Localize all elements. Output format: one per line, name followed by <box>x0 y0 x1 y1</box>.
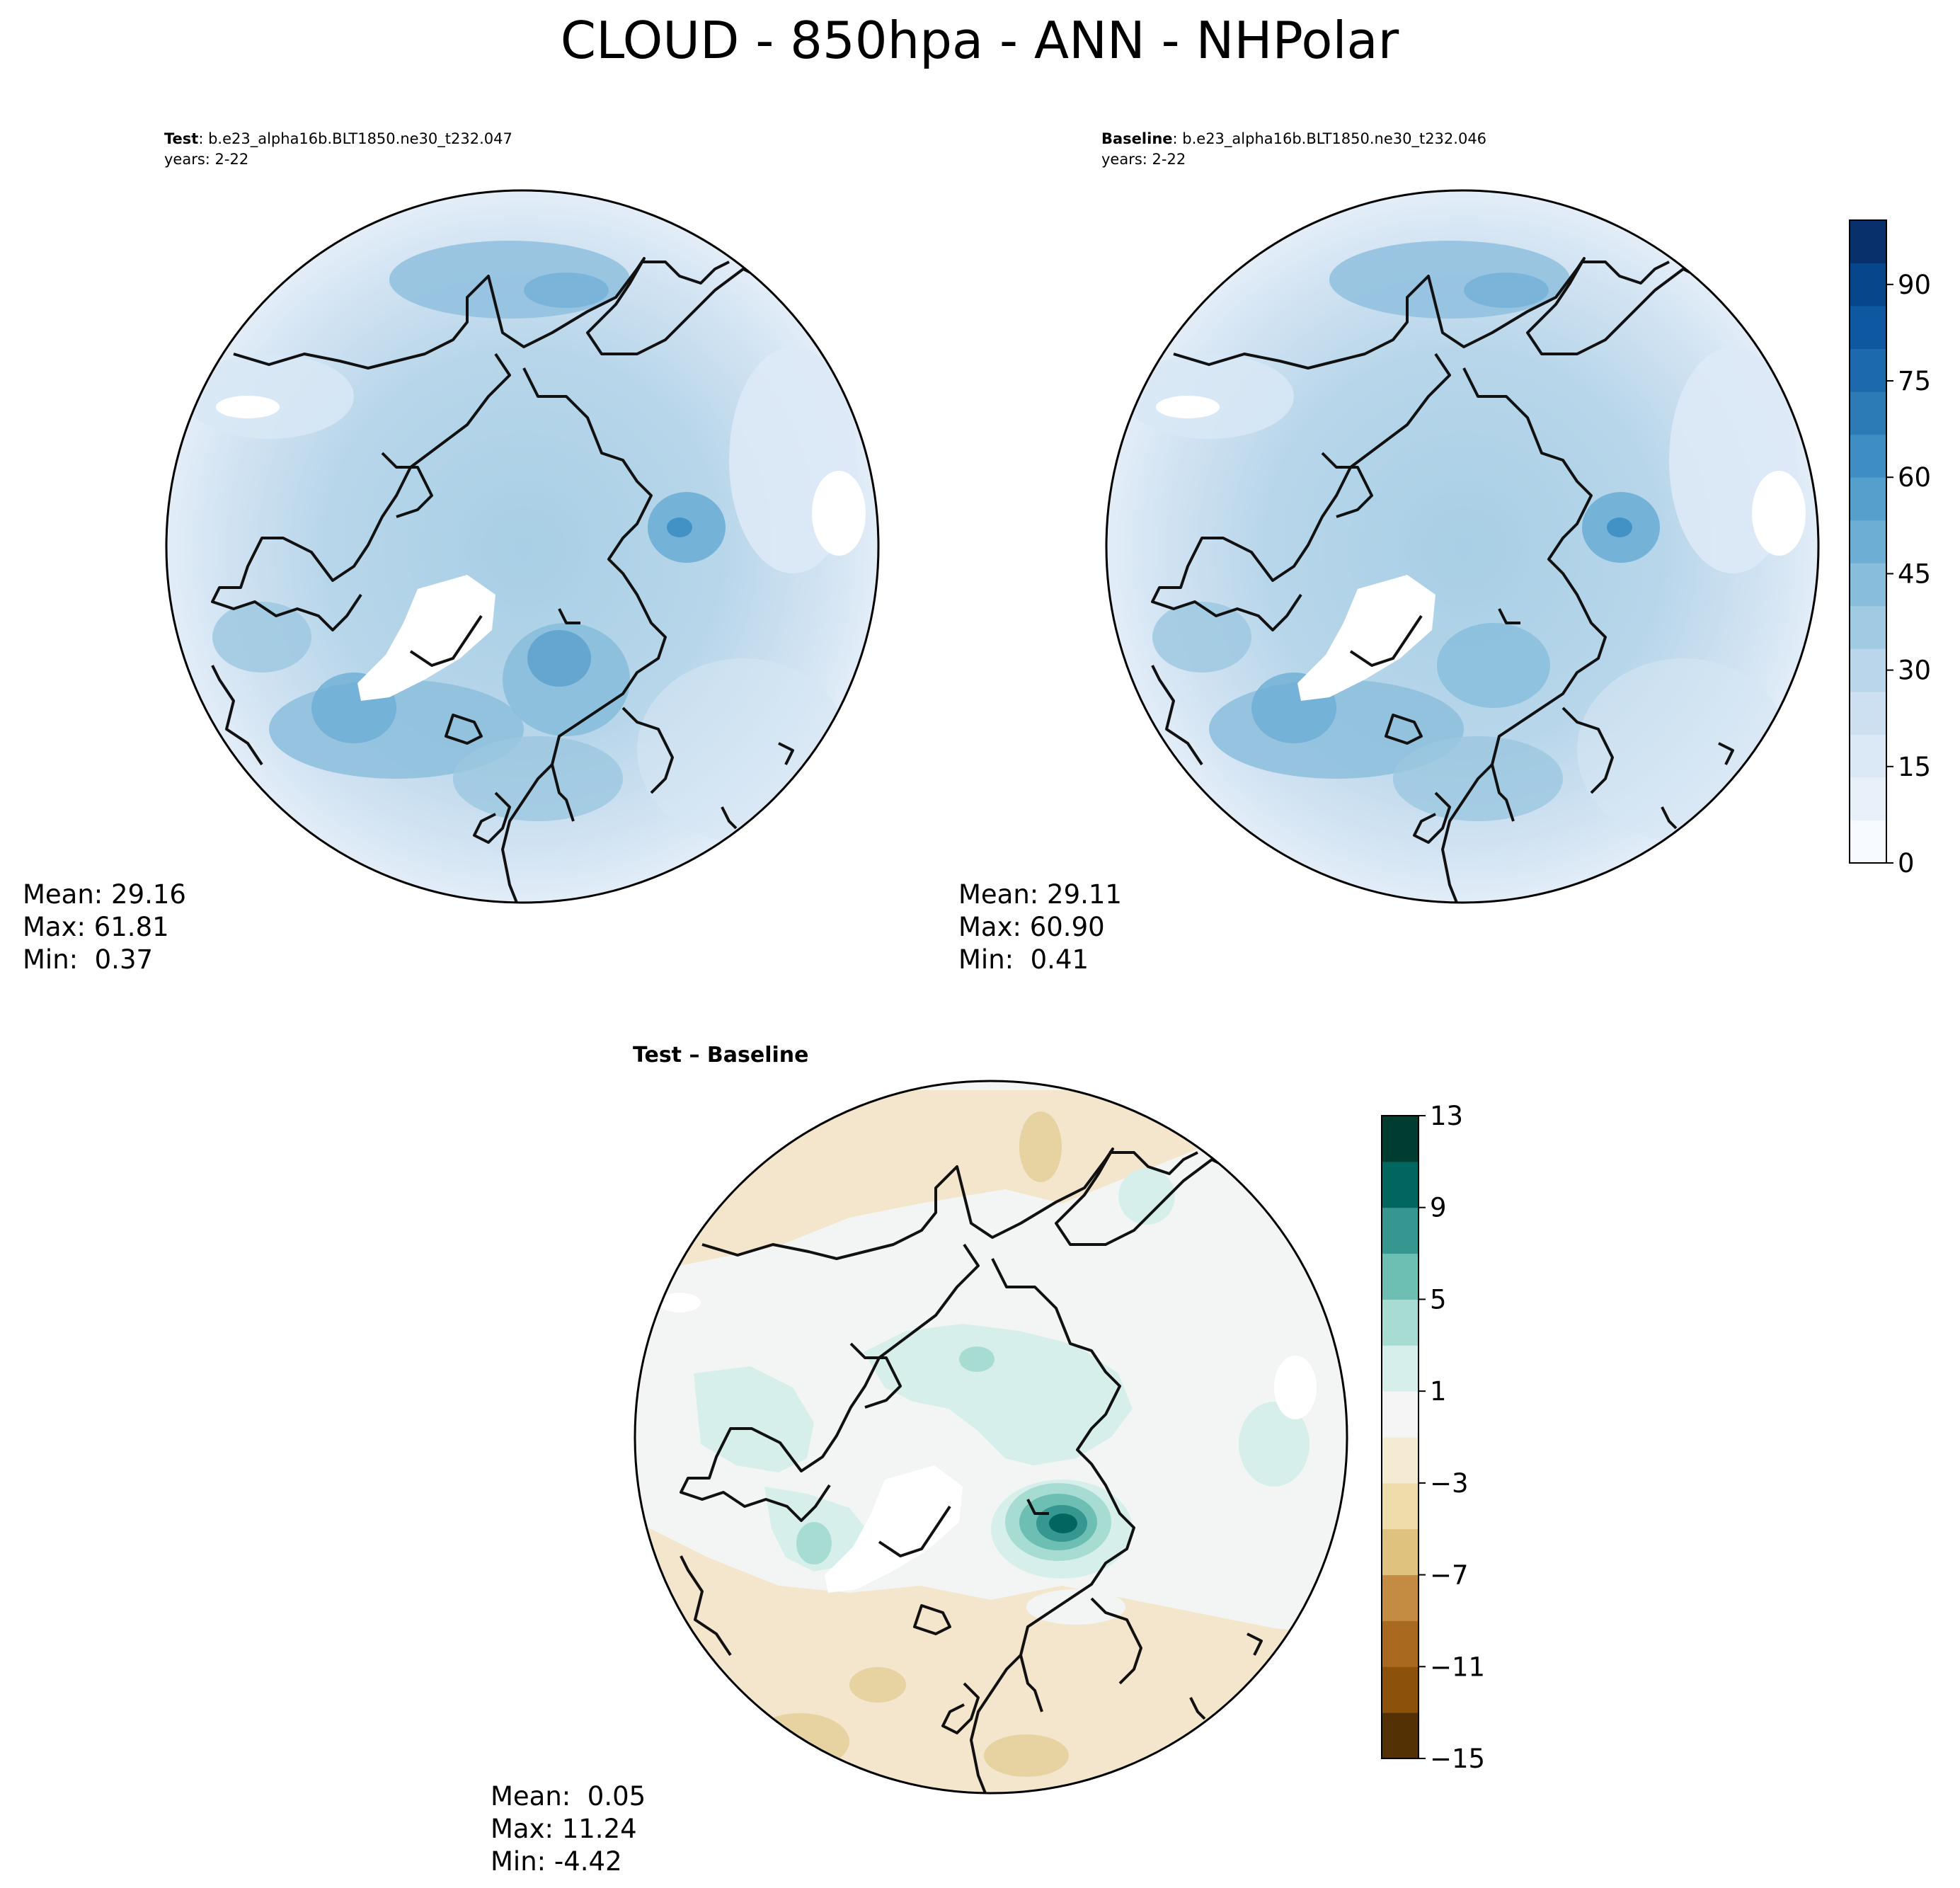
colorbar-band <box>1382 1391 1419 1438</box>
colorbar-band <box>1382 1528 1419 1576</box>
colorbar-tick-label: 1 <box>1430 1376 1447 1407</box>
colorbar-tick-label: −15 <box>1430 1744 1485 1774</box>
colorbar-tick-label: −3 <box>1430 1468 1469 1499</box>
colorbar-band <box>1850 648 1886 692</box>
colorbar-tick-label: −11 <box>1430 1652 1485 1682</box>
colorbar-band <box>1382 1666 1419 1713</box>
colorbar-band <box>1850 348 1886 392</box>
panel-diff: Test – Baseline <box>491 1043 1348 1877</box>
panel-baseline-header: Baseline: b.e23_alpha16b.BLT1850.ne30_t2… <box>1101 130 1486 148</box>
colorbar-band <box>1382 1712 1419 1759</box>
colorbar-main: 0 15 30 45 60 75 90 <box>1849 219 1931 879</box>
panel-test-min: Min: 0.37 <box>23 944 153 975</box>
colorbar-band <box>1850 391 1886 435</box>
colorbar-band <box>1850 520 1886 563</box>
colorbar-band <box>1382 1437 1419 1484</box>
colorbar-tick-label: 15 <box>1898 752 1931 782</box>
panel-test: Test: b.e23_alpha16b.BLT1850.ne30_t232.0… <box>23 130 880 975</box>
colorbar-tick-label: 75 <box>1898 366 1931 396</box>
panel-baseline-min: Min: 0.41 <box>958 944 1089 975</box>
colorbar-band <box>1850 477 1886 521</box>
panel-test-header: Test: b.e23_alpha16b.BLT1850.ne30_t232.0… <box>164 130 512 148</box>
panel-baseline-mean: Mean: 29.11 <box>958 879 1122 910</box>
map-baseline-boundary <box>1105 189 1820 904</box>
map-diff <box>635 1081 1347 1793</box>
map-test-boundary <box>165 189 880 904</box>
colorbar-band <box>1382 1253 1419 1300</box>
panel-diff-max: Max: 11.24 <box>491 1814 637 1844</box>
colorbar-band <box>1850 777 1886 820</box>
panel-baseline: Baseline: b.e23_alpha16b.BLT1850.ne30_t2… <box>958 130 1820 975</box>
panel-diff-header: Test – Baseline <box>633 1043 809 1068</box>
colorbar-band <box>1382 1116 1419 1162</box>
colorbar-tick-label: 13 <box>1430 1101 1463 1131</box>
panel-test-years: years: 2-22 <box>164 151 248 168</box>
figure-title: CLOUD - 850hpa - ANN - NHPolar <box>561 11 1399 70</box>
panel-test-max: Max: 61.81 <box>23 912 169 942</box>
colorbar-band <box>1850 734 1886 778</box>
colorbar-tick-label: 30 <box>1898 656 1931 686</box>
colorbar-band <box>1382 1161 1419 1208</box>
colorbar-band <box>1382 1574 1419 1621</box>
colorbar-diff: 13 9 5 1 −3 −7 −11 −15 <box>1381 1101 1485 1774</box>
colorbar-tick-label: 0 <box>1898 848 1915 879</box>
colorbar-band <box>1850 306 1886 350</box>
colorbar-band <box>1850 605 1886 649</box>
panel-test-mean: Mean: 29.16 <box>23 879 186 910</box>
colorbar-band <box>1382 1620 1419 1667</box>
colorbar-band <box>1382 1207 1419 1254</box>
colorbar-band <box>1382 1299 1419 1346</box>
panel-diff-mean: Mean: 0.05 <box>491 1781 646 1812</box>
colorbar-band <box>1850 220 1886 264</box>
colorbar-band <box>1382 1482 1419 1530</box>
colorbar-band <box>1850 820 1886 864</box>
colorbar-band <box>1850 263 1886 307</box>
panel-baseline-max: Max: 60.90 <box>958 912 1105 942</box>
colorbar-band <box>1850 434 1886 478</box>
map-baseline <box>1106 190 1818 903</box>
colorbar-tick-label: −7 <box>1430 1560 1469 1591</box>
colorbar-band <box>1382 1345 1419 1392</box>
colorbar-tick-label: 90 <box>1898 270 1931 300</box>
panel-diff-min: Min: -4.42 <box>491 1846 622 1877</box>
colorbar-tick-label: 60 <box>1898 462 1931 493</box>
colorbar-tick-label: 45 <box>1898 559 1931 589</box>
colorbar-band <box>1850 563 1886 607</box>
colorbar-band <box>1850 691 1886 735</box>
colorbar-tick-label: 5 <box>1430 1284 1447 1315</box>
colorbar-tick-label: 9 <box>1430 1193 1447 1223</box>
map-diff-boundary <box>634 1080 1348 1795</box>
panel-baseline-years: years: 2-22 <box>1101 151 1186 168</box>
